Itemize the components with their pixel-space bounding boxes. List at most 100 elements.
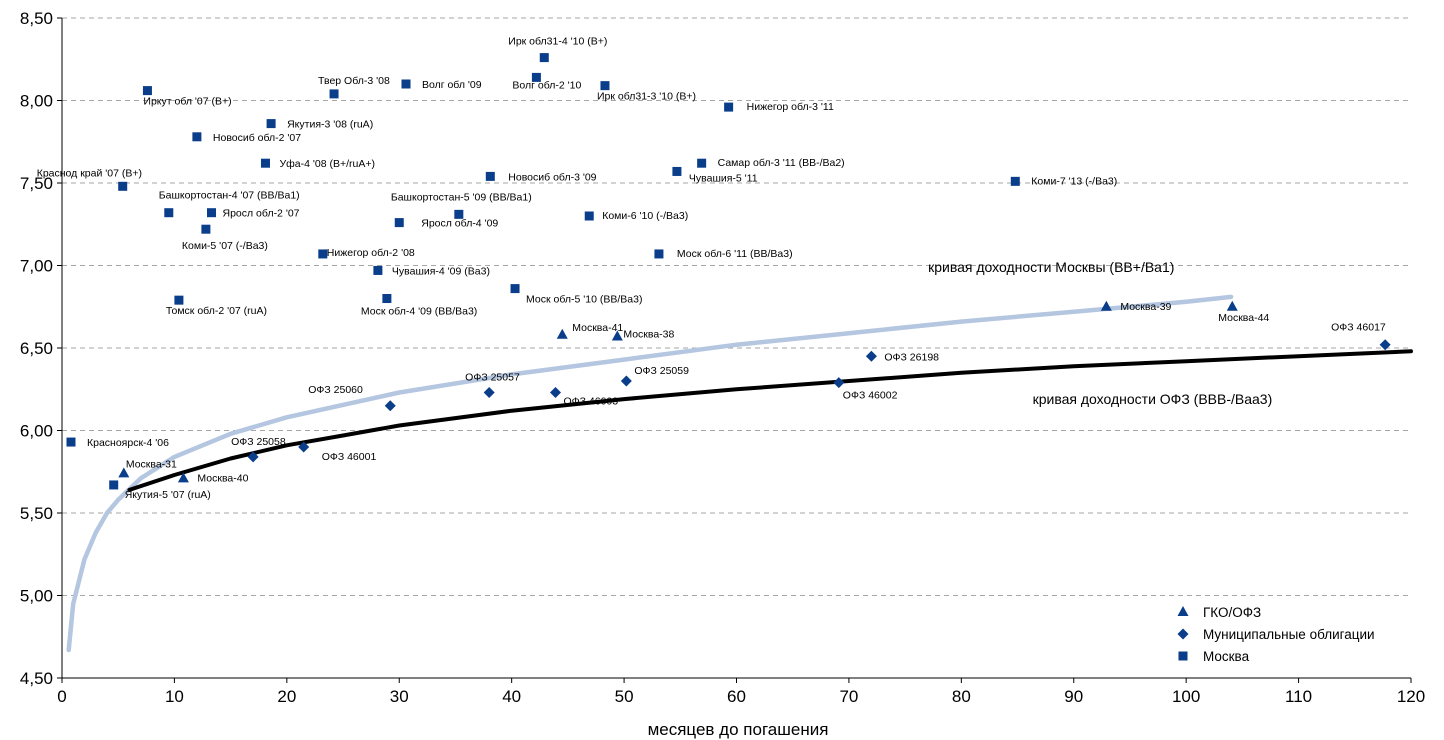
diamond-marker	[298, 441, 310, 453]
point-label: Нижегор обл-3 '11	[747, 101, 834, 113]
point-label: ОФЗ 25060	[308, 384, 363, 396]
x-tick-label: 70	[839, 687, 858, 706]
legend-triangle-icon	[1177, 606, 1189, 616]
legend-square-icon	[1178, 651, 1188, 661]
point-label: Моск обл-5 '10 (BB/Ba3)	[526, 294, 642, 306]
x-tick-label: 50	[615, 687, 634, 706]
point-label: ОФЗ 46003	[564, 396, 619, 408]
point-label: Москва-38	[623, 328, 674, 340]
legend-label: ГКО/ОФЗ	[1203, 605, 1261, 620]
y-tick-label: 8,50	[20, 9, 53, 28]
point-label: Яросл обл-4 '09	[421, 218, 498, 230]
point-label: Чувашия-5 '11	[689, 172, 758, 184]
x-tick-label: 60	[727, 687, 746, 706]
y-tick-label: 7,00	[20, 257, 53, 276]
point-label: Иркут обл '07 (B+)	[143, 96, 231, 108]
point-label: Томск обл-2 '07 (ruA)	[166, 305, 267, 317]
point-label: Твер Обл-3 '08	[318, 75, 390, 87]
y-tick-label: 6,50	[20, 339, 53, 358]
x-tick-label: 40	[502, 687, 521, 706]
point-label: Якутия-5 '07 (ruA)	[125, 489, 211, 501]
data-markers	[66, 53, 1391, 490]
point-label: ОФЗ 25059	[634, 365, 689, 377]
square-marker	[394, 218, 404, 228]
x-tick-label: 30	[390, 687, 409, 706]
square-marker	[174, 295, 184, 305]
point-label: Москва-44	[1218, 312, 1269, 324]
square-marker	[485, 171, 495, 181]
diamond-marker	[620, 375, 632, 387]
legend-label: Москва	[1203, 649, 1250, 664]
point-label: Москва-31	[126, 458, 177, 470]
square-marker	[539, 53, 549, 63]
square-marker	[454, 209, 464, 219]
square-marker	[531, 72, 541, 82]
point-label: Коми-7 '13 (-/Ba3)	[1031, 175, 1117, 187]
moscow-yield-curve	[66, 294, 1234, 653]
square-marker	[109, 480, 119, 490]
y-tick-label: 5,50	[20, 504, 53, 523]
point-label: ОФЗ 25057	[465, 372, 520, 384]
x-axis-ticks: 0 10 20 30 40 50 60 70 80 90 100 110 120	[57, 678, 1425, 706]
point-label: Волг обл '09	[422, 79, 482, 91]
y-tick-label: 7,50	[20, 174, 53, 193]
point-label: Самар обл-3 '11 (BB-/Ba2)	[718, 157, 845, 169]
square-marker	[266, 119, 276, 129]
point-label: Москва-41	[572, 322, 623, 334]
triangle-marker	[1226, 300, 1238, 311]
point-label: Коми-5 '07 (-/Ba3)	[182, 240, 268, 252]
diamond-marker	[550, 387, 562, 399]
square-marker	[164, 208, 174, 218]
y-tick-label: 5,00	[20, 587, 53, 606]
x-tick-label: 0	[57, 687, 66, 706]
x-tick-label: 110	[1285, 687, 1312, 706]
x-tick-label: 90	[1064, 687, 1083, 706]
square-marker	[382, 294, 392, 303]
y-tick-label: 8,00	[20, 92, 53, 111]
square-marker	[373, 265, 383, 275]
point-label: Волг обл-2 '10	[512, 79, 581, 91]
point-label: Красноярск-4 '06	[87, 437, 169, 449]
square-marker	[329, 89, 339, 99]
x-tick-label: 100	[1172, 687, 1200, 706]
x-tick-label: 120	[1397, 687, 1425, 706]
square-marker	[584, 211, 594, 221]
curve-labels: кривая доходности Москвы (BB+/Ba1) кривая…	[928, 259, 1272, 407]
triangle-marker	[1100, 300, 1112, 311]
diamond-marker	[865, 350, 877, 362]
square-marker	[118, 181, 128, 191]
triangle-marker	[118, 467, 130, 478]
point-label: ОФЗ 25058	[231, 436, 286, 448]
diamond-marker	[384, 400, 396, 412]
point-label: Москва-39	[1120, 301, 1171, 313]
point-label: Ирк обл31-4 '10 (B+)	[508, 36, 607, 48]
point-label: ОФЗ 26198	[884, 351, 939, 363]
point-label: Коми-6 '10 (-/Ba3)	[602, 210, 688, 222]
yield-curves	[66, 294, 1413, 653]
point-label: Башкортостан-5 '09 (BB/Ba1)	[391, 191, 532, 203]
square-marker	[697, 158, 707, 168]
square-marker	[66, 437, 76, 447]
square-marker	[260, 158, 270, 168]
triangle-marker	[177, 472, 189, 483]
point-label: Яросл обл-2 '07	[223, 208, 300, 220]
point-label: Уфа-4 '08 (B+/ruA+)	[279, 158, 375, 170]
legend-diamond-icon	[1177, 628, 1189, 640]
x-tick-label: 10	[165, 687, 184, 706]
point-label: Новосиб обл-3 '09	[508, 171, 596, 183]
square-marker	[142, 86, 152, 96]
square-marker	[201, 224, 211, 234]
ofz-yield-curve	[127, 349, 1413, 492]
y-tick-label: 4,50	[20, 669, 53, 688]
point-label: ОФЗ 46017	[1331, 322, 1386, 334]
point-label: ОФЗ 46002	[843, 390, 898, 402]
point-label: Моск обл-4 '09 (BB/Ba3)	[361, 306, 477, 318]
point-label: Ирк обл31-3 '10 (B+)	[597, 91, 696, 103]
square-marker	[654, 249, 664, 259]
square-marker	[600, 81, 610, 91]
square-marker	[510, 284, 520, 294]
x-tick-label: 80	[952, 687, 971, 706]
point-label: Москва-40	[197, 472, 248, 484]
point-label: ОФЗ 46001	[322, 451, 377, 463]
